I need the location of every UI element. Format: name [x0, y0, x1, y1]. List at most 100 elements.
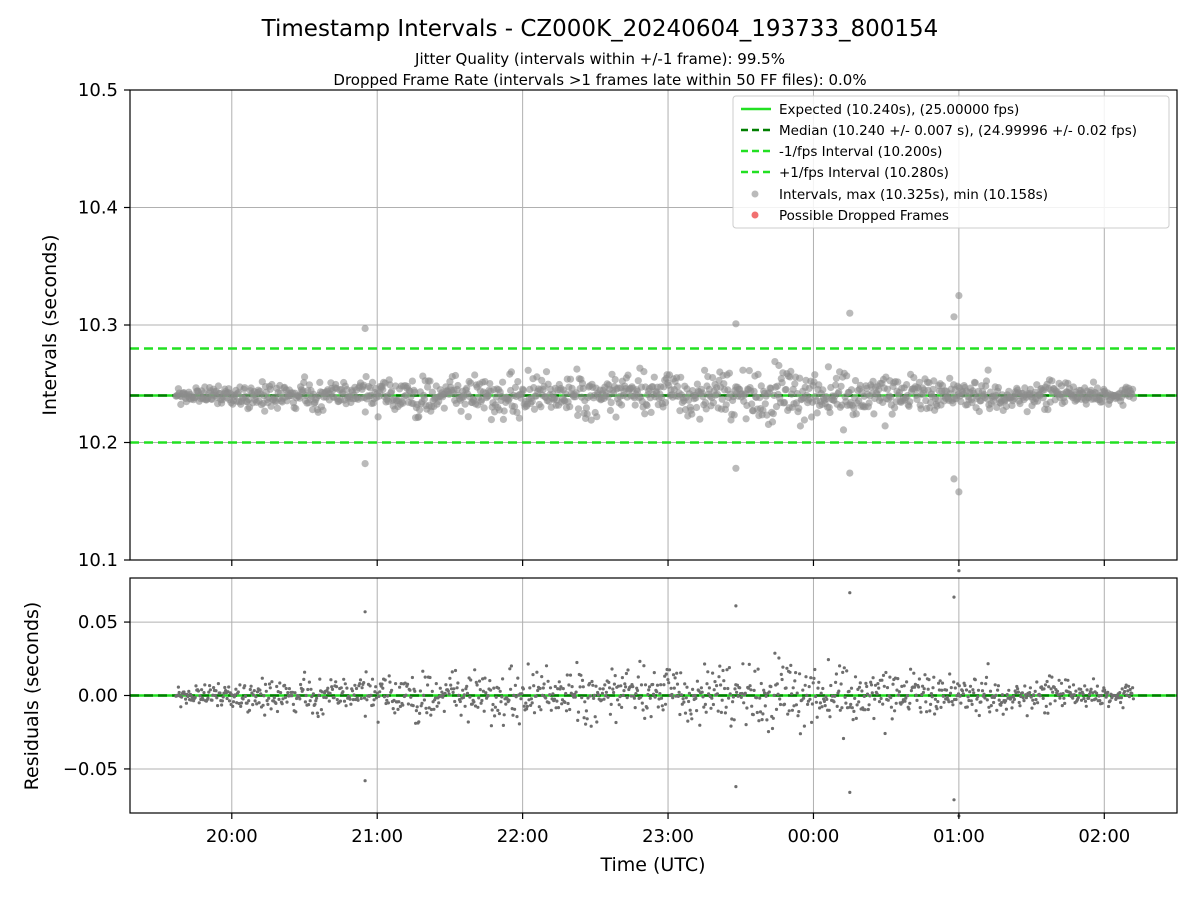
residual-point	[975, 697, 979, 701]
residual-point	[249, 684, 253, 688]
residual-point	[612, 690, 616, 695]
residual-point	[316, 714, 320, 719]
residual-point	[686, 719, 690, 723]
residual-point	[849, 686, 854, 690]
interval-point	[366, 384, 374, 392]
interval-point	[292, 405, 300, 413]
residual-point	[872, 716, 876, 721]
interval-point	[950, 313, 958, 321]
legend-entry-dropped: Possible Dropped Frames	[779, 208, 949, 224]
interval-point	[730, 411, 738, 419]
residual-point	[888, 675, 892, 679]
residual-point	[620, 676, 625, 680]
residual-point	[444, 683, 448, 687]
residual-point	[733, 687, 737, 691]
interval-point	[984, 366, 992, 374]
residual-point	[507, 698, 511, 702]
interval-point	[843, 372, 851, 380]
residual-point	[961, 692, 965, 696]
legend-entry-intervals: Intervals, max (10.325s), min (10.158s)	[779, 187, 1048, 203]
interval-point	[319, 406, 327, 414]
interval-point	[420, 395, 428, 403]
residual-point	[1027, 693, 1031, 697]
residual-point	[979, 700, 983, 704]
residual-point	[784, 686, 788, 690]
residual-point	[713, 680, 717, 684]
residual-point	[893, 709, 897, 713]
residual-point	[382, 695, 386, 699]
residual-point	[527, 698, 531, 702]
residual-point	[857, 700, 861, 704]
residual-point	[896, 677, 900, 681]
residual-point	[259, 692, 263, 696]
residual-point	[342, 699, 347, 703]
residual-point	[1012, 697, 1017, 702]
interval-point	[524, 366, 532, 374]
residual-point	[1044, 704, 1048, 709]
residual-point	[688, 708, 692, 712]
residual-point	[1052, 685, 1056, 690]
legend-entry-median: Median (10.240 +/- 0.007 s), (24.99996 +…	[779, 123, 1137, 139]
residual-point	[384, 701, 388, 706]
residual-point	[473, 668, 477, 672]
interval-point	[865, 399, 873, 407]
residual-point	[949, 686, 953, 690]
residual-point	[263, 713, 267, 717]
residual-point	[208, 684, 212, 688]
residual-point	[977, 713, 981, 718]
interval-point	[778, 379, 786, 387]
residual-point	[1001, 712, 1005, 716]
residual-point	[619, 684, 623, 688]
residual-point	[929, 692, 934, 696]
residual-point	[832, 700, 836, 704]
residual-point	[548, 693, 552, 697]
x-tick-label: 01:00	[933, 826, 985, 847]
residual-point	[882, 684, 886, 688]
residual-point	[373, 690, 377, 694]
residual-point	[376, 720, 380, 724]
residual-point	[450, 670, 454, 674]
residual-point	[233, 693, 237, 697]
residual-point	[947, 700, 951, 704]
residual-point	[524, 701, 528, 705]
interval-point	[606, 406, 615, 415]
residual-point	[184, 701, 188, 705]
residual-point	[298, 697, 302, 701]
interval-point	[917, 405, 925, 413]
interval-point	[368, 378, 377, 386]
residual-point	[635, 688, 640, 693]
residual-point	[364, 670, 368, 674]
residual-point	[681, 697, 685, 701]
residual-point	[982, 692, 986, 696]
residual-point	[1100, 701, 1104, 705]
interval-point	[386, 381, 394, 389]
interval-point	[268, 380, 276, 389]
residual-point	[1120, 687, 1124, 691]
residual-point	[295, 696, 299, 701]
residual-point	[864, 681, 868, 686]
residual-point	[572, 692, 577, 696]
residual-point	[664, 672, 668, 676]
interval-point	[693, 403, 701, 412]
residual-point	[952, 798, 956, 802]
interval-point	[234, 389, 242, 397]
residual-point	[1050, 675, 1054, 679]
residual-point	[609, 702, 613, 707]
residual-point	[854, 716, 858, 721]
interval-point	[408, 377, 416, 385]
x-tick-label: 00:00	[788, 826, 840, 847]
interval-point	[507, 368, 515, 376]
residual-point	[908, 701, 912, 705]
residual-point	[1081, 692, 1085, 696]
residual-point	[770, 726, 775, 731]
residual-point	[616, 684, 621, 688]
residual-point	[517, 722, 522, 726]
residual-point	[1036, 701, 1040, 705]
interval-point	[641, 410, 649, 418]
residual-point	[792, 704, 796, 708]
residual-point	[388, 680, 392, 684]
interval-point	[894, 378, 902, 386]
residual-point	[959, 701, 963, 705]
residual-point	[404, 693, 408, 697]
interval-point	[855, 397, 863, 405]
